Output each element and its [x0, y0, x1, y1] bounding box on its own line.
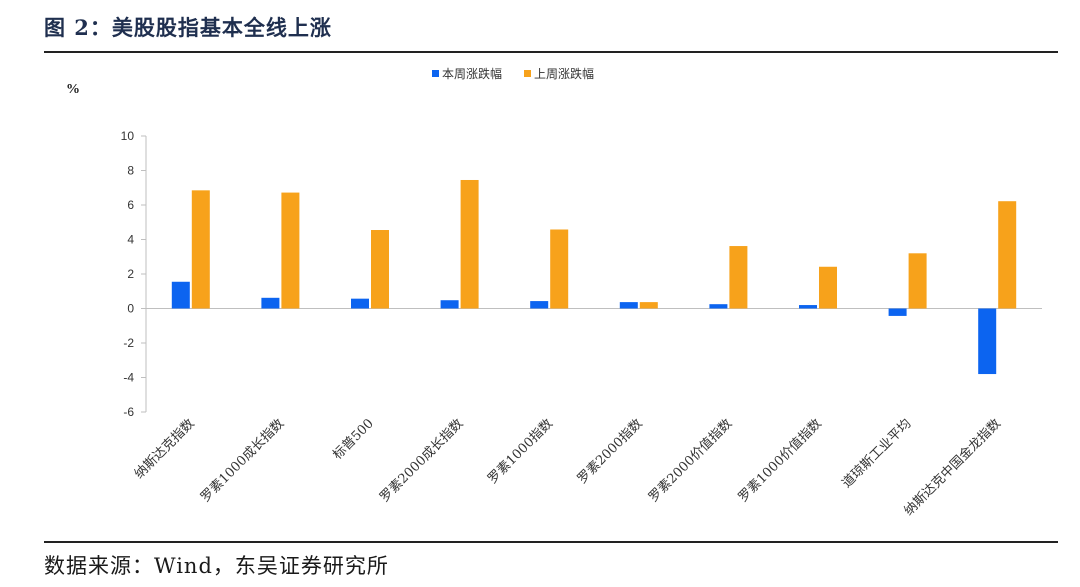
bar-last-week	[998, 201, 1017, 309]
y-tick-label: 2	[127, 267, 134, 281]
x-category-label: 罗素2000成长指数	[377, 416, 466, 505]
y-unit-label: %	[66, 82, 80, 97]
x-category-label: 罗素1000价值指数	[735, 416, 825, 506]
y-tick-label: 4	[127, 233, 134, 247]
x-category-label: 纳斯达克中国金龙指数	[901, 416, 1004, 519]
bar-last-week	[191, 190, 210, 309]
bar-last-week	[729, 246, 748, 309]
bottom-rule	[44, 541, 1058, 543]
x-category-label: 罗素1000成长指数	[198, 416, 287, 505]
bar-last-week	[819, 266, 837, 309]
y-tick-label: -6	[123, 405, 134, 419]
bar-last-week	[908, 253, 927, 309]
figure-title: 图 2：美股股指基本全线上涨	[44, 15, 332, 40]
chart-bars	[171, 179, 1017, 375]
bar-this-week	[799, 305, 817, 309]
chart-axes: 10 8 6 4 2 0 -2 -4 -6	[121, 129, 1042, 419]
legend-swatch	[524, 70, 531, 77]
bar-last-week	[639, 302, 658, 309]
chart-labels: 纳斯达克指数 罗素1000成长指数 标普500 罗素2000成长指数 罗素1000指数罗…	[132, 416, 1004, 519]
x-category-label: 道琼斯工业平均	[839, 416, 914, 491]
bar-last-week	[281, 192, 300, 309]
bar-this-week	[888, 308, 907, 316]
bar-this-week	[351, 298, 369, 309]
y-tick-label: 6	[127, 198, 134, 212]
x-category-label: 标普500	[330, 416, 377, 463]
bar-this-week	[619, 302, 638, 309]
bar-last-week	[460, 179, 479, 309]
bar-last-week	[371, 230, 389, 309]
chart-legend: 本周涨跌幅 上周涨跌幅	[432, 66, 594, 81]
top-rule	[44, 51, 1058, 53]
bar-this-week	[709, 304, 728, 309]
y-tick-label: -2	[123, 336, 134, 350]
bar-this-week	[171, 281, 190, 309]
data-source: 数据来源：Wind，东吴证券研究所	[44, 554, 389, 578]
bar-this-week	[978, 308, 997, 375]
y-tick-label: 0	[127, 302, 134, 316]
x-category-label: 纳斯达克指数	[132, 416, 198, 482]
y-tick-label: 10	[121, 129, 135, 143]
legend-swatch	[432, 70, 439, 77]
x-category-label: 罗素2000指数	[575, 416, 646, 487]
bar-this-week	[530, 301, 549, 309]
legend-label: 本周涨跌幅	[442, 66, 502, 81]
bar-this-week	[261, 297, 280, 309]
y-tick-label: 8	[127, 164, 134, 178]
y-tick-label: -4	[123, 371, 134, 385]
x-category-label: 罗素2000价值指数	[645, 416, 735, 506]
legend-label: 上周涨跌幅	[534, 66, 594, 81]
x-category-label: 罗素1000指数	[485, 416, 556, 487]
bar-this-week	[440, 300, 459, 309]
bar-last-week	[550, 229, 569, 309]
